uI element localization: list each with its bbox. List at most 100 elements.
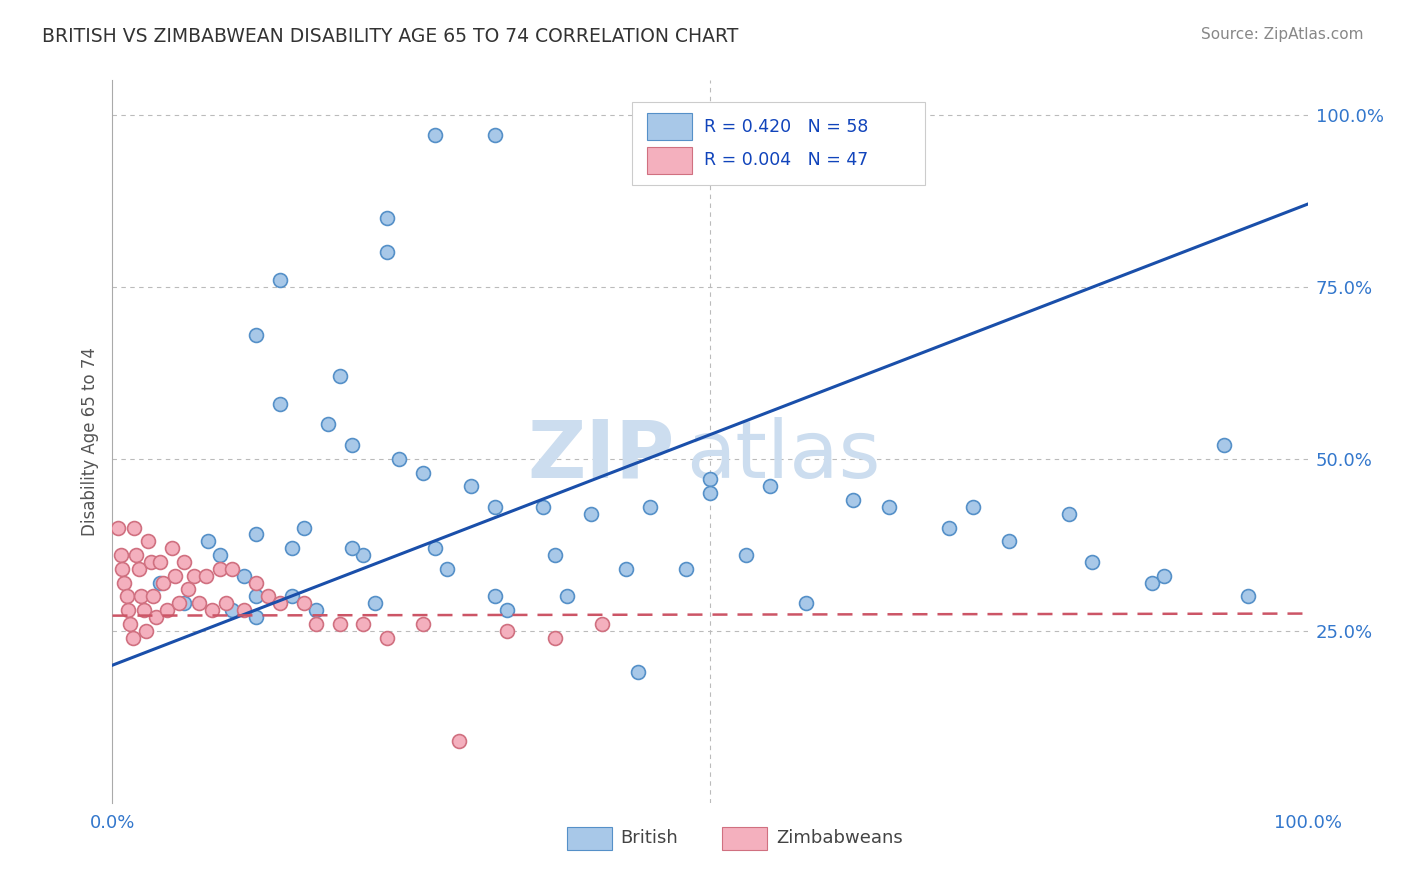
Point xyxy=(209,548,232,562)
Point xyxy=(436,562,458,576)
Point xyxy=(145,610,167,624)
Point xyxy=(281,590,304,604)
Point xyxy=(340,438,363,452)
Point xyxy=(173,596,195,610)
Point xyxy=(245,327,267,342)
FancyBboxPatch shape xyxy=(723,827,768,850)
Point xyxy=(245,610,267,624)
Point xyxy=(460,479,482,493)
Point xyxy=(111,562,134,576)
Point xyxy=(125,548,148,562)
Point xyxy=(1142,575,1164,590)
Point xyxy=(484,590,506,604)
Point xyxy=(269,397,291,411)
Point xyxy=(377,211,399,225)
Y-axis label: Disability Age 65 to 74: Disability Age 65 to 74 xyxy=(80,347,98,536)
Point xyxy=(962,500,984,514)
Point xyxy=(305,603,328,617)
Point xyxy=(292,596,315,610)
Point xyxy=(425,541,447,556)
Point xyxy=(128,562,150,576)
Point xyxy=(496,624,519,638)
Text: Source: ZipAtlas.com: Source: ZipAtlas.com xyxy=(1201,27,1364,42)
Point xyxy=(292,520,315,534)
Point xyxy=(377,631,399,645)
Point xyxy=(156,603,179,617)
Point xyxy=(201,603,224,617)
Point xyxy=(412,616,434,631)
Point xyxy=(177,582,200,597)
Point xyxy=(555,590,578,604)
FancyBboxPatch shape xyxy=(633,102,925,185)
Point xyxy=(281,541,304,556)
Point xyxy=(543,548,565,562)
Point xyxy=(699,472,721,486)
Point xyxy=(187,596,209,610)
Point xyxy=(169,596,191,610)
Point xyxy=(114,575,135,590)
Text: Zimbabweans: Zimbabweans xyxy=(776,830,903,847)
Point xyxy=(233,568,256,582)
Point xyxy=(316,417,339,432)
Point xyxy=(245,575,267,590)
Point xyxy=(162,541,183,556)
Point xyxy=(484,128,506,143)
Point xyxy=(135,624,157,638)
Point xyxy=(412,466,434,480)
Point xyxy=(120,616,142,631)
Point xyxy=(1057,507,1080,521)
Point xyxy=(121,631,143,645)
Point xyxy=(735,548,758,562)
Point xyxy=(173,555,195,569)
Point xyxy=(152,575,174,590)
Point xyxy=(1153,568,1175,582)
Point xyxy=(269,596,291,610)
Point xyxy=(592,616,614,631)
Point xyxy=(129,590,152,604)
Point xyxy=(329,616,352,631)
Point xyxy=(138,534,160,549)
FancyBboxPatch shape xyxy=(567,827,612,850)
Point xyxy=(122,520,145,534)
Point xyxy=(699,486,721,500)
Text: R = 0.420   N = 58: R = 0.420 N = 58 xyxy=(704,118,869,136)
FancyBboxPatch shape xyxy=(647,147,692,174)
Point xyxy=(364,596,387,610)
Text: R = 0.004   N = 47: R = 0.004 N = 47 xyxy=(704,152,869,169)
Point xyxy=(139,555,162,569)
Point xyxy=(377,245,399,260)
Point xyxy=(879,500,901,514)
Point xyxy=(132,603,155,617)
Text: British: British xyxy=(620,830,678,847)
Point xyxy=(245,590,267,604)
Point xyxy=(579,507,602,521)
Point xyxy=(233,603,256,617)
Point xyxy=(675,562,697,576)
Point xyxy=(425,128,447,143)
Point xyxy=(388,451,411,466)
Point xyxy=(117,603,139,617)
Point xyxy=(215,596,238,610)
Point xyxy=(149,575,172,590)
Point xyxy=(627,665,650,679)
Point xyxy=(1213,438,1236,452)
Text: atlas: atlas xyxy=(686,417,880,495)
Point xyxy=(484,500,506,514)
Point xyxy=(340,541,363,556)
Point xyxy=(149,555,172,569)
Point xyxy=(221,562,243,576)
Point xyxy=(183,568,205,582)
Point xyxy=(257,590,280,604)
Point xyxy=(269,273,291,287)
Point xyxy=(1237,590,1260,604)
Point xyxy=(221,603,243,617)
Text: ZIP: ZIP xyxy=(527,417,675,495)
Point xyxy=(759,479,782,493)
Point xyxy=(352,548,374,562)
Point xyxy=(115,590,138,604)
Point xyxy=(142,590,165,604)
Point xyxy=(1081,555,1104,569)
Point xyxy=(107,520,129,534)
Point xyxy=(110,548,132,562)
Point xyxy=(794,596,817,610)
